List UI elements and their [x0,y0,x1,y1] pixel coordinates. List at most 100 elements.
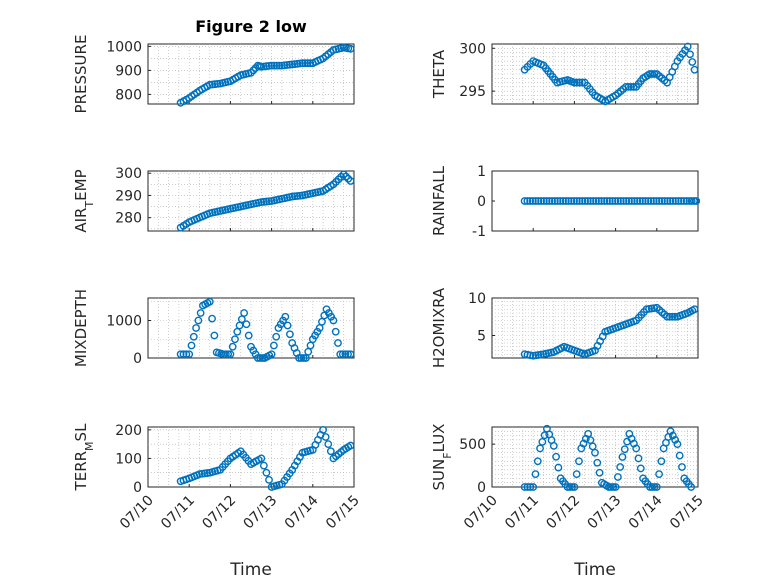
data-point [526,483,535,491]
data-point [658,197,666,205]
data-point [593,458,602,467]
data-point [520,197,529,205]
data-point [680,197,688,205]
data-point [258,354,267,362]
data-point [306,59,315,68]
data-point [622,82,630,91]
x-axis-label: Time [229,560,272,580]
data-point [636,464,645,473]
data-point [673,440,682,449]
data-point [634,454,643,463]
y-axis-label: AIRTEMP [72,169,96,232]
data-point [531,470,540,479]
y-axis-label: THETA [430,49,448,99]
data-point [632,444,641,453]
data-point [226,350,235,359]
data-point [648,483,657,491]
data-point [528,197,537,205]
data-point [572,470,581,479]
data-point [334,339,342,347]
data-point [526,197,535,205]
data-point [668,312,677,321]
data-point [221,350,230,359]
data-point [600,197,609,205]
data-point [286,330,294,339]
x-tick-label: 07/15 [667,493,707,533]
data-point [625,197,633,205]
data-point [614,197,622,205]
x-tick-label: 07/10 [117,493,157,533]
data-point [666,197,675,205]
data-point [688,58,697,66]
data-point [346,44,355,53]
data-point [674,197,683,205]
y-axis-label: SUNFLUX [430,424,454,491]
data-point [686,50,694,59]
data-point [592,197,600,205]
data-point [549,441,558,450]
data-point [605,197,614,205]
data-point [324,440,333,449]
data-point [608,197,617,205]
data-point [561,197,570,205]
data-point [607,483,615,491]
data-point [526,351,535,360]
data-point [545,197,554,205]
y-tick-label: 5 [477,329,486,345]
data-point [570,483,579,491]
data-point [641,197,650,205]
data-point [616,197,625,205]
y-tick-label: -1 [472,224,486,240]
x-tick-label: 07/11 [502,493,542,533]
chart-title: Figure 2 low [195,17,307,36]
data-point [591,448,599,457]
data-point [595,468,604,477]
data-point [663,197,672,205]
data-point [523,197,532,205]
data-point [210,331,219,340]
data-point [339,170,348,179]
data-point [192,324,200,332]
data-point [553,197,562,205]
data-point [586,197,595,205]
data-point [275,61,284,70]
data-point [208,314,216,323]
data-point [529,483,538,491]
data-point [552,452,560,461]
data-point [267,350,276,359]
data-point [683,42,692,51]
y-tick-label: 800 [115,87,142,103]
subplot-mixdepth: 0 1000 MIXDEPTH [72,289,355,367]
data-point [224,350,233,359]
data-point [262,468,271,477]
data-point [657,457,666,466]
subplot-sun-flux: 0 500 07/10 07/11 07/12 07/13 07/14 07/15 SUNFLU… [430,424,707,580]
data-point [272,332,281,341]
y-tick-label: 200 [115,423,142,439]
data-point [690,305,699,314]
data-point [655,470,663,479]
data-point [189,332,198,341]
data-point [299,354,308,362]
y-axis-label: MIXDEPTH [72,289,90,367]
data-point [620,445,629,454]
data-point [670,312,679,321]
data-point [231,335,239,344]
data-point [550,197,559,205]
y-axis-label: TERRMSL [72,423,96,492]
data-point [240,309,249,317]
data-point [575,78,584,87]
data-point [556,197,565,205]
data-point [666,427,675,436]
data-point [559,197,567,205]
data-point [341,350,350,359]
data-point [568,483,577,491]
x-tick-label: 07/15 [323,493,363,533]
y-tick-label: 290 [115,188,142,204]
data-point [669,197,677,205]
data-point [671,197,680,205]
x-tick-label: 07/13 [241,493,281,533]
y-tick-label: 1000 [106,314,142,330]
data-point [242,320,251,329]
